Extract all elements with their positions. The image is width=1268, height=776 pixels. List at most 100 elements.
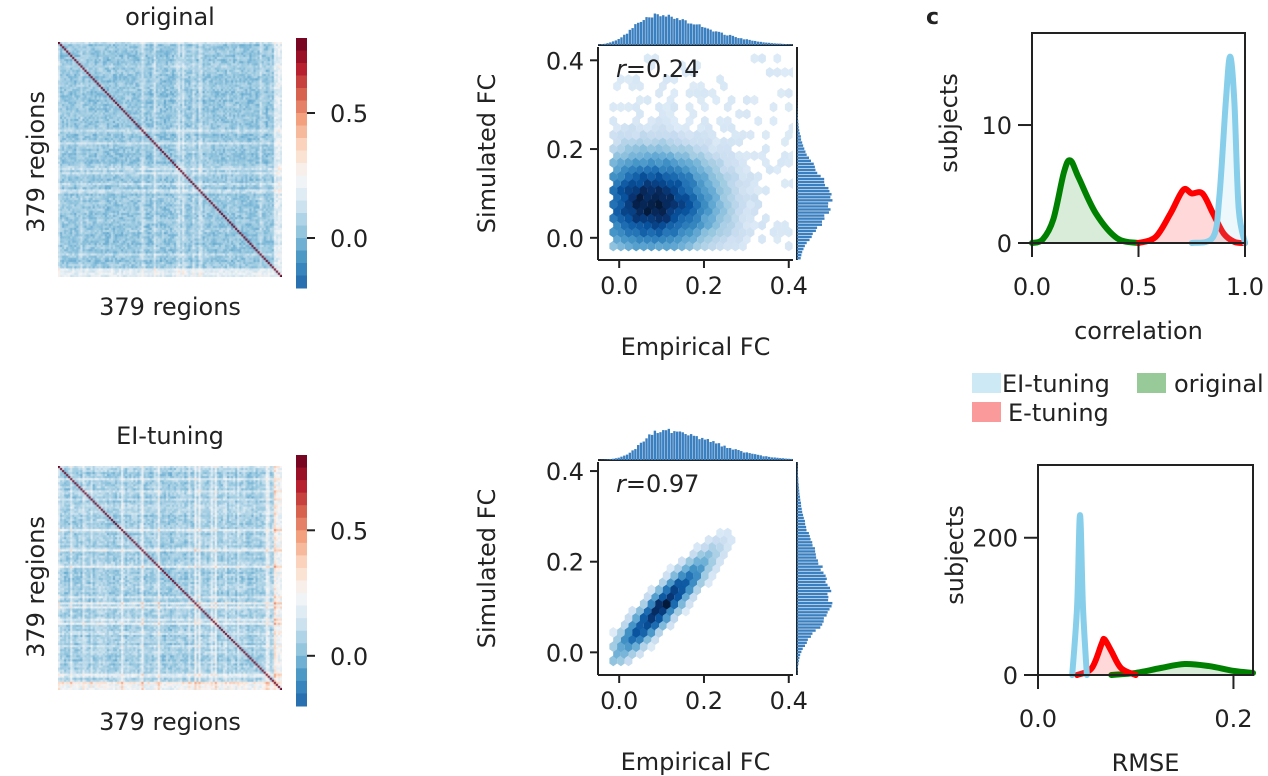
hexbin-cell bbox=[712, 563, 721, 574]
x-axis-label: correlation bbox=[1074, 317, 1203, 345]
hexbin-cell bbox=[704, 136, 713, 148]
hexbin-cell bbox=[773, 220, 782, 231]
hexbin-cell bbox=[647, 199, 656, 210]
hexbin-cell bbox=[716, 213, 724, 224]
colorbar-cell bbox=[296, 275, 307, 289]
hexbin-cell bbox=[704, 220, 713, 231]
hexbin-cell bbox=[685, 171, 694, 182]
hexbin-cell bbox=[723, 541, 732, 553]
hexbin-cell bbox=[620, 619, 629, 631]
marginal-bar-right bbox=[797, 589, 832, 593]
hexbin-cell bbox=[666, 94, 675, 106]
hexbin-cell bbox=[720, 206, 728, 217]
heatmap-original bbox=[58, 42, 282, 277]
marginal-bar-right bbox=[797, 650, 802, 654]
x-tick-label: 0.4 bbox=[770, 687, 808, 715]
hexbin-cell bbox=[624, 129, 633, 141]
hexbin-cell bbox=[651, 591, 660, 603]
hexbin-cell bbox=[720, 549, 728, 560]
hexbin-cell bbox=[689, 220, 698, 231]
hexbin-cell bbox=[620, 192, 629, 203]
marginal-bar-right bbox=[797, 565, 823, 568]
hexbin-cell bbox=[651, 634, 660, 645]
hexbin-cell bbox=[704, 534, 713, 546]
marginal-bar-top bbox=[673, 18, 676, 45]
hexbin-cell bbox=[727, 206, 736, 217]
hexbin-cell bbox=[689, 206, 698, 217]
hexbin-cell bbox=[666, 122, 675, 134]
hexbin-cell bbox=[685, 226, 694, 238]
x-tick-label: 1.0 bbox=[1226, 273, 1264, 301]
hexbin-cell bbox=[697, 192, 705, 203]
marginal-bar-top bbox=[670, 16, 673, 45]
marginal-bar-top bbox=[784, 44, 788, 45]
hexbin-cell bbox=[689, 178, 698, 189]
marginal-bar-right bbox=[797, 641, 807, 644]
hexbin-cell bbox=[628, 81, 637, 92]
hexbin-cell bbox=[639, 612, 648, 624]
hexbin-cell bbox=[735, 178, 743, 189]
marginal-bar-top bbox=[756, 41, 760, 45]
marginal-bar-right bbox=[797, 226, 818, 229]
hexbin-cell bbox=[746, 213, 755, 224]
hexbin-cell bbox=[712, 233, 721, 245]
hexbin-cell bbox=[746, 129, 755, 141]
hexbin-cell bbox=[693, 171, 701, 182]
hexbin-cell bbox=[636, 164, 644, 175]
hexbin-cell bbox=[628, 634, 637, 645]
hexbin-cell bbox=[620, 233, 629, 245]
hexbin-cell bbox=[685, 213, 694, 224]
hexbin-cell bbox=[643, 233, 652, 245]
marginal-bar-right bbox=[797, 653, 801, 657]
marginal-bar-top bbox=[731, 35, 735, 45]
hexbin-cell bbox=[693, 87, 701, 99]
hexbin-cell bbox=[773, 233, 782, 245]
hexbin-cell bbox=[639, 213, 648, 224]
hexbin-cell bbox=[777, 157, 785, 168]
marginal-bar-right bbox=[797, 559, 818, 562]
hexbin-cell bbox=[620, 206, 629, 217]
hexbin-cell bbox=[701, 143, 709, 155]
marginal-bar-right bbox=[797, 586, 830, 590]
hexbin-cell bbox=[666, 563, 675, 574]
correlation-annotation: r=0.24 bbox=[616, 55, 699, 83]
hexbin-cell bbox=[613, 122, 621, 134]
hexbin-cell bbox=[662, 157, 671, 168]
colorbar-tick-label: 0.0 bbox=[330, 225, 368, 253]
hexbin-cell bbox=[697, 122, 705, 134]
hexbin-cell bbox=[624, 213, 633, 224]
colorbar-cell bbox=[296, 63, 307, 76]
hexbin-cell bbox=[624, 641, 633, 652]
marginal-bar-right bbox=[797, 525, 807, 529]
kde-line-original bbox=[1029, 157, 1142, 246]
hexbin-cell bbox=[701, 556, 709, 567]
hexbin-cell bbox=[613, 192, 621, 203]
hexbin-cell bbox=[643, 150, 652, 161]
hexbin-cell bbox=[697, 164, 705, 175]
marginal-bar-top bbox=[754, 40, 757, 45]
marginal-bar-right bbox=[797, 528, 807, 532]
hexbin-cell bbox=[655, 612, 663, 624]
x-axis-label: Empirical FC bbox=[621, 333, 771, 361]
marginal-bar-top bbox=[776, 43, 779, 45]
hexbin-cell bbox=[697, 94, 705, 106]
hexbin-cell bbox=[727, 220, 736, 231]
hexbin-cell bbox=[617, 185, 625, 196]
marginal-bar-right bbox=[797, 623, 823, 626]
hexbin-cell bbox=[685, 240, 694, 252]
hexbin-cell bbox=[647, 627, 656, 638]
hexbin-cell bbox=[639, 240, 648, 252]
hexbin-cell bbox=[609, 213, 618, 224]
hexbin-cell bbox=[655, 213, 663, 224]
hexbin-cell bbox=[651, 53, 660, 64]
hexbin-cell bbox=[628, 605, 637, 617]
marginal-bar-right bbox=[797, 617, 824, 620]
hexbin-cell bbox=[620, 178, 629, 189]
hexbin-cell bbox=[678, 240, 686, 252]
hexbin-cell bbox=[727, 136, 736, 148]
colorbar-cell bbox=[296, 505, 307, 519]
hexbin-cell bbox=[670, 171, 679, 182]
hexbin-cell bbox=[609, 171, 618, 182]
hexbin-cell bbox=[624, 171, 633, 182]
hexbin-cell bbox=[693, 129, 701, 141]
